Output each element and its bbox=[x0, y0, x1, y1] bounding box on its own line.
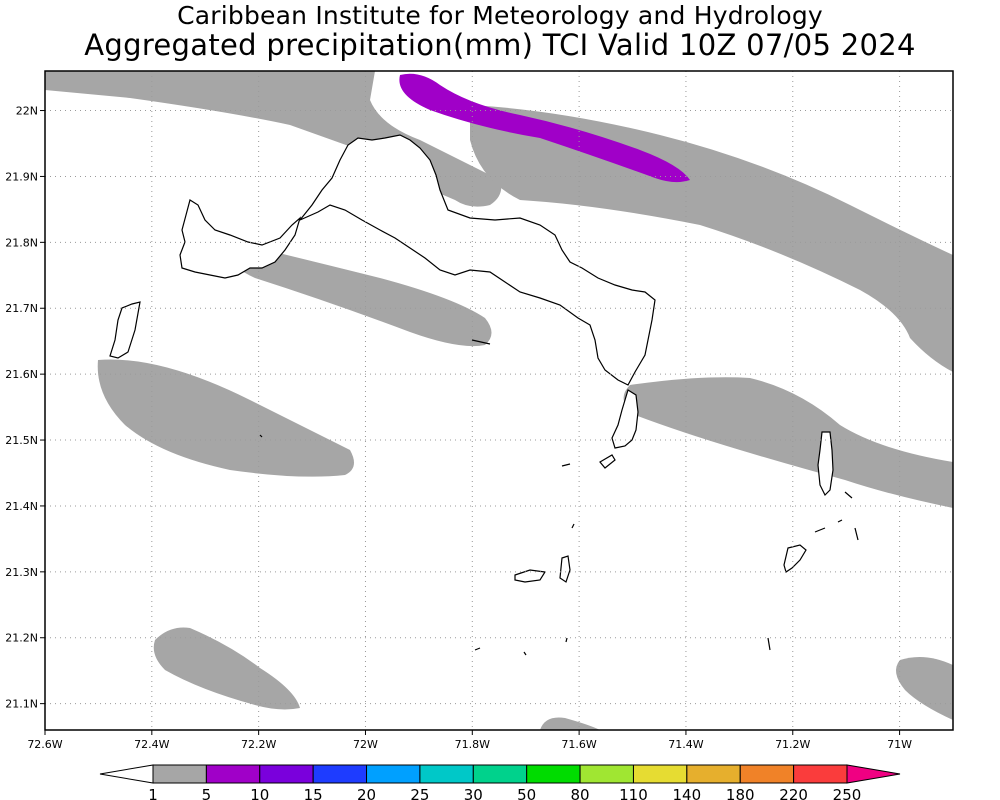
colorbar-arrow-right bbox=[846, 764, 901, 784]
colorbar-box bbox=[259, 764, 314, 784]
colorbar-box bbox=[739, 764, 795, 784]
map-titles: Caribbean Institute for Meteorology and … bbox=[0, 1, 1000, 62]
latitude-labels: 22N 21.9N 21.8N 21.7N 21.6N 21.5N 21.4N 21.3N 21… bbox=[5, 105, 38, 711]
colorbar-label: 220 bbox=[779, 786, 808, 800]
islet-c bbox=[565, 637, 568, 643]
lon-tick-label: 72.4W bbox=[134, 738, 169, 751]
colorbar: 1 5 10 15 20 25 30 50 80 110 140 180 220 250 bbox=[99, 764, 901, 800]
rain-band-south-east bbox=[896, 656, 953, 720]
lat-tick-label: 21.4N bbox=[5, 500, 38, 513]
colorbar-box bbox=[686, 764, 741, 784]
lat-tick-label: 21.2N bbox=[5, 632, 38, 645]
axis-ticks bbox=[40, 110, 901, 735]
islet-south-3 bbox=[599, 454, 616, 469]
colorbar-box bbox=[419, 764, 474, 784]
lat-tick-label: 21.9N bbox=[5, 170, 38, 183]
colorbar-label: 1 bbox=[148, 786, 158, 800]
lon-tick-label: 71.8W bbox=[455, 738, 490, 751]
colorbar-box bbox=[793, 764, 848, 784]
lat-tick-label: 21.5N bbox=[5, 434, 38, 447]
colorbar-label: 15 bbox=[304, 786, 323, 800]
islet-g bbox=[814, 527, 826, 533]
rain-band-south bbox=[540, 717, 600, 730]
lat-tick-label: 21.3N bbox=[5, 566, 38, 579]
lat-tick-label: 21.7N bbox=[5, 302, 38, 315]
rain-band-north-east bbox=[470, 105, 953, 372]
islet-south-2 bbox=[559, 555, 571, 583]
map-area bbox=[45, 71, 953, 730]
lon-tick-label: 72.2W bbox=[241, 738, 276, 751]
islet-l bbox=[259, 434, 263, 438]
longitude-labels: 72.6W 72.4W 72.2W 72W 71.8W 71.6W 71.4W 71.2W 71… bbox=[27, 738, 912, 751]
islet-j bbox=[844, 491, 853, 499]
colorbar-box bbox=[579, 764, 634, 784]
islet-b bbox=[571, 523, 575, 529]
colorbar-label: 10 bbox=[250, 786, 269, 800]
rain-band-south-west bbox=[153, 627, 300, 710]
colorbar-label: 25 bbox=[410, 786, 429, 800]
colorbar-label: 30 bbox=[464, 786, 483, 800]
islet-a bbox=[561, 463, 571, 467]
colorbar-box bbox=[312, 764, 368, 784]
island-east-caicos-south bbox=[611, 389, 639, 449]
lon-tick-label: 71.6W bbox=[561, 738, 596, 751]
island-west-caicos bbox=[109, 301, 141, 359]
islet-e bbox=[523, 651, 527, 656]
precipitation-bands-1-5mm bbox=[45, 71, 953, 730]
title-line-1: Caribbean Institute for Meteorology and … bbox=[177, 1, 823, 30]
island-grand-turk bbox=[817, 431, 834, 497]
small-islets bbox=[259, 339, 859, 656]
colorbar-box bbox=[205, 764, 261, 784]
colorbar-label: 250 bbox=[833, 786, 862, 800]
colorbar-label: 180 bbox=[726, 786, 755, 800]
islet-south-1 bbox=[514, 569, 547, 583]
colorbar-label: 20 bbox=[357, 786, 376, 800]
rain-band-caicos-south bbox=[224, 240, 492, 347]
islet-f bbox=[767, 637, 771, 651]
colorbar-box bbox=[632, 764, 688, 784]
islet-k bbox=[471, 339, 491, 345]
colorbar-box bbox=[526, 764, 581, 784]
island-providenciales bbox=[179, 199, 302, 279]
title-line-2: Aggregated precipitation(mm) TCI Valid 1… bbox=[84, 28, 916, 62]
colorbar-label: 110 bbox=[619, 786, 648, 800]
lon-tick-label: 72W bbox=[353, 738, 378, 751]
lon-tick-label: 71W bbox=[887, 738, 912, 751]
precipitation-band-5-10mm bbox=[399, 73, 690, 183]
colorbar-box bbox=[152, 764, 207, 784]
islet-i bbox=[837, 519, 843, 523]
lat-tick-label: 22N bbox=[16, 105, 38, 118]
lon-tick-label: 72.6W bbox=[27, 738, 62, 751]
colorbar-box bbox=[472, 764, 528, 784]
rain-band-west bbox=[97, 359, 355, 477]
islet-h bbox=[854, 527, 859, 541]
rain-band-north bbox=[45, 71, 502, 207]
islet-d bbox=[474, 647, 481, 651]
colorbar-arrow-left bbox=[99, 764, 154, 784]
colorbar-label: 140 bbox=[673, 786, 702, 800]
lat-tick-label: 21.6N bbox=[5, 368, 38, 381]
colorbar-label: 5 bbox=[202, 786, 212, 800]
lat-tick-label: 21.1N bbox=[5, 698, 38, 711]
lon-tick-label: 71.2W bbox=[775, 738, 810, 751]
lon-tick-label: 71.4W bbox=[668, 738, 703, 751]
island-caicos-main bbox=[299, 134, 656, 386]
island-salt-cay bbox=[783, 544, 807, 573]
lat-tick-label: 21.8N bbox=[5, 236, 38, 249]
rain-band-east bbox=[623, 377, 953, 508]
colorbar-label: 50 bbox=[517, 786, 536, 800]
land-outlines bbox=[109, 134, 834, 583]
colorbar-label: 80 bbox=[571, 786, 590, 800]
colorbar-box bbox=[366, 764, 421, 784]
map-frame bbox=[44, 70, 954, 731]
